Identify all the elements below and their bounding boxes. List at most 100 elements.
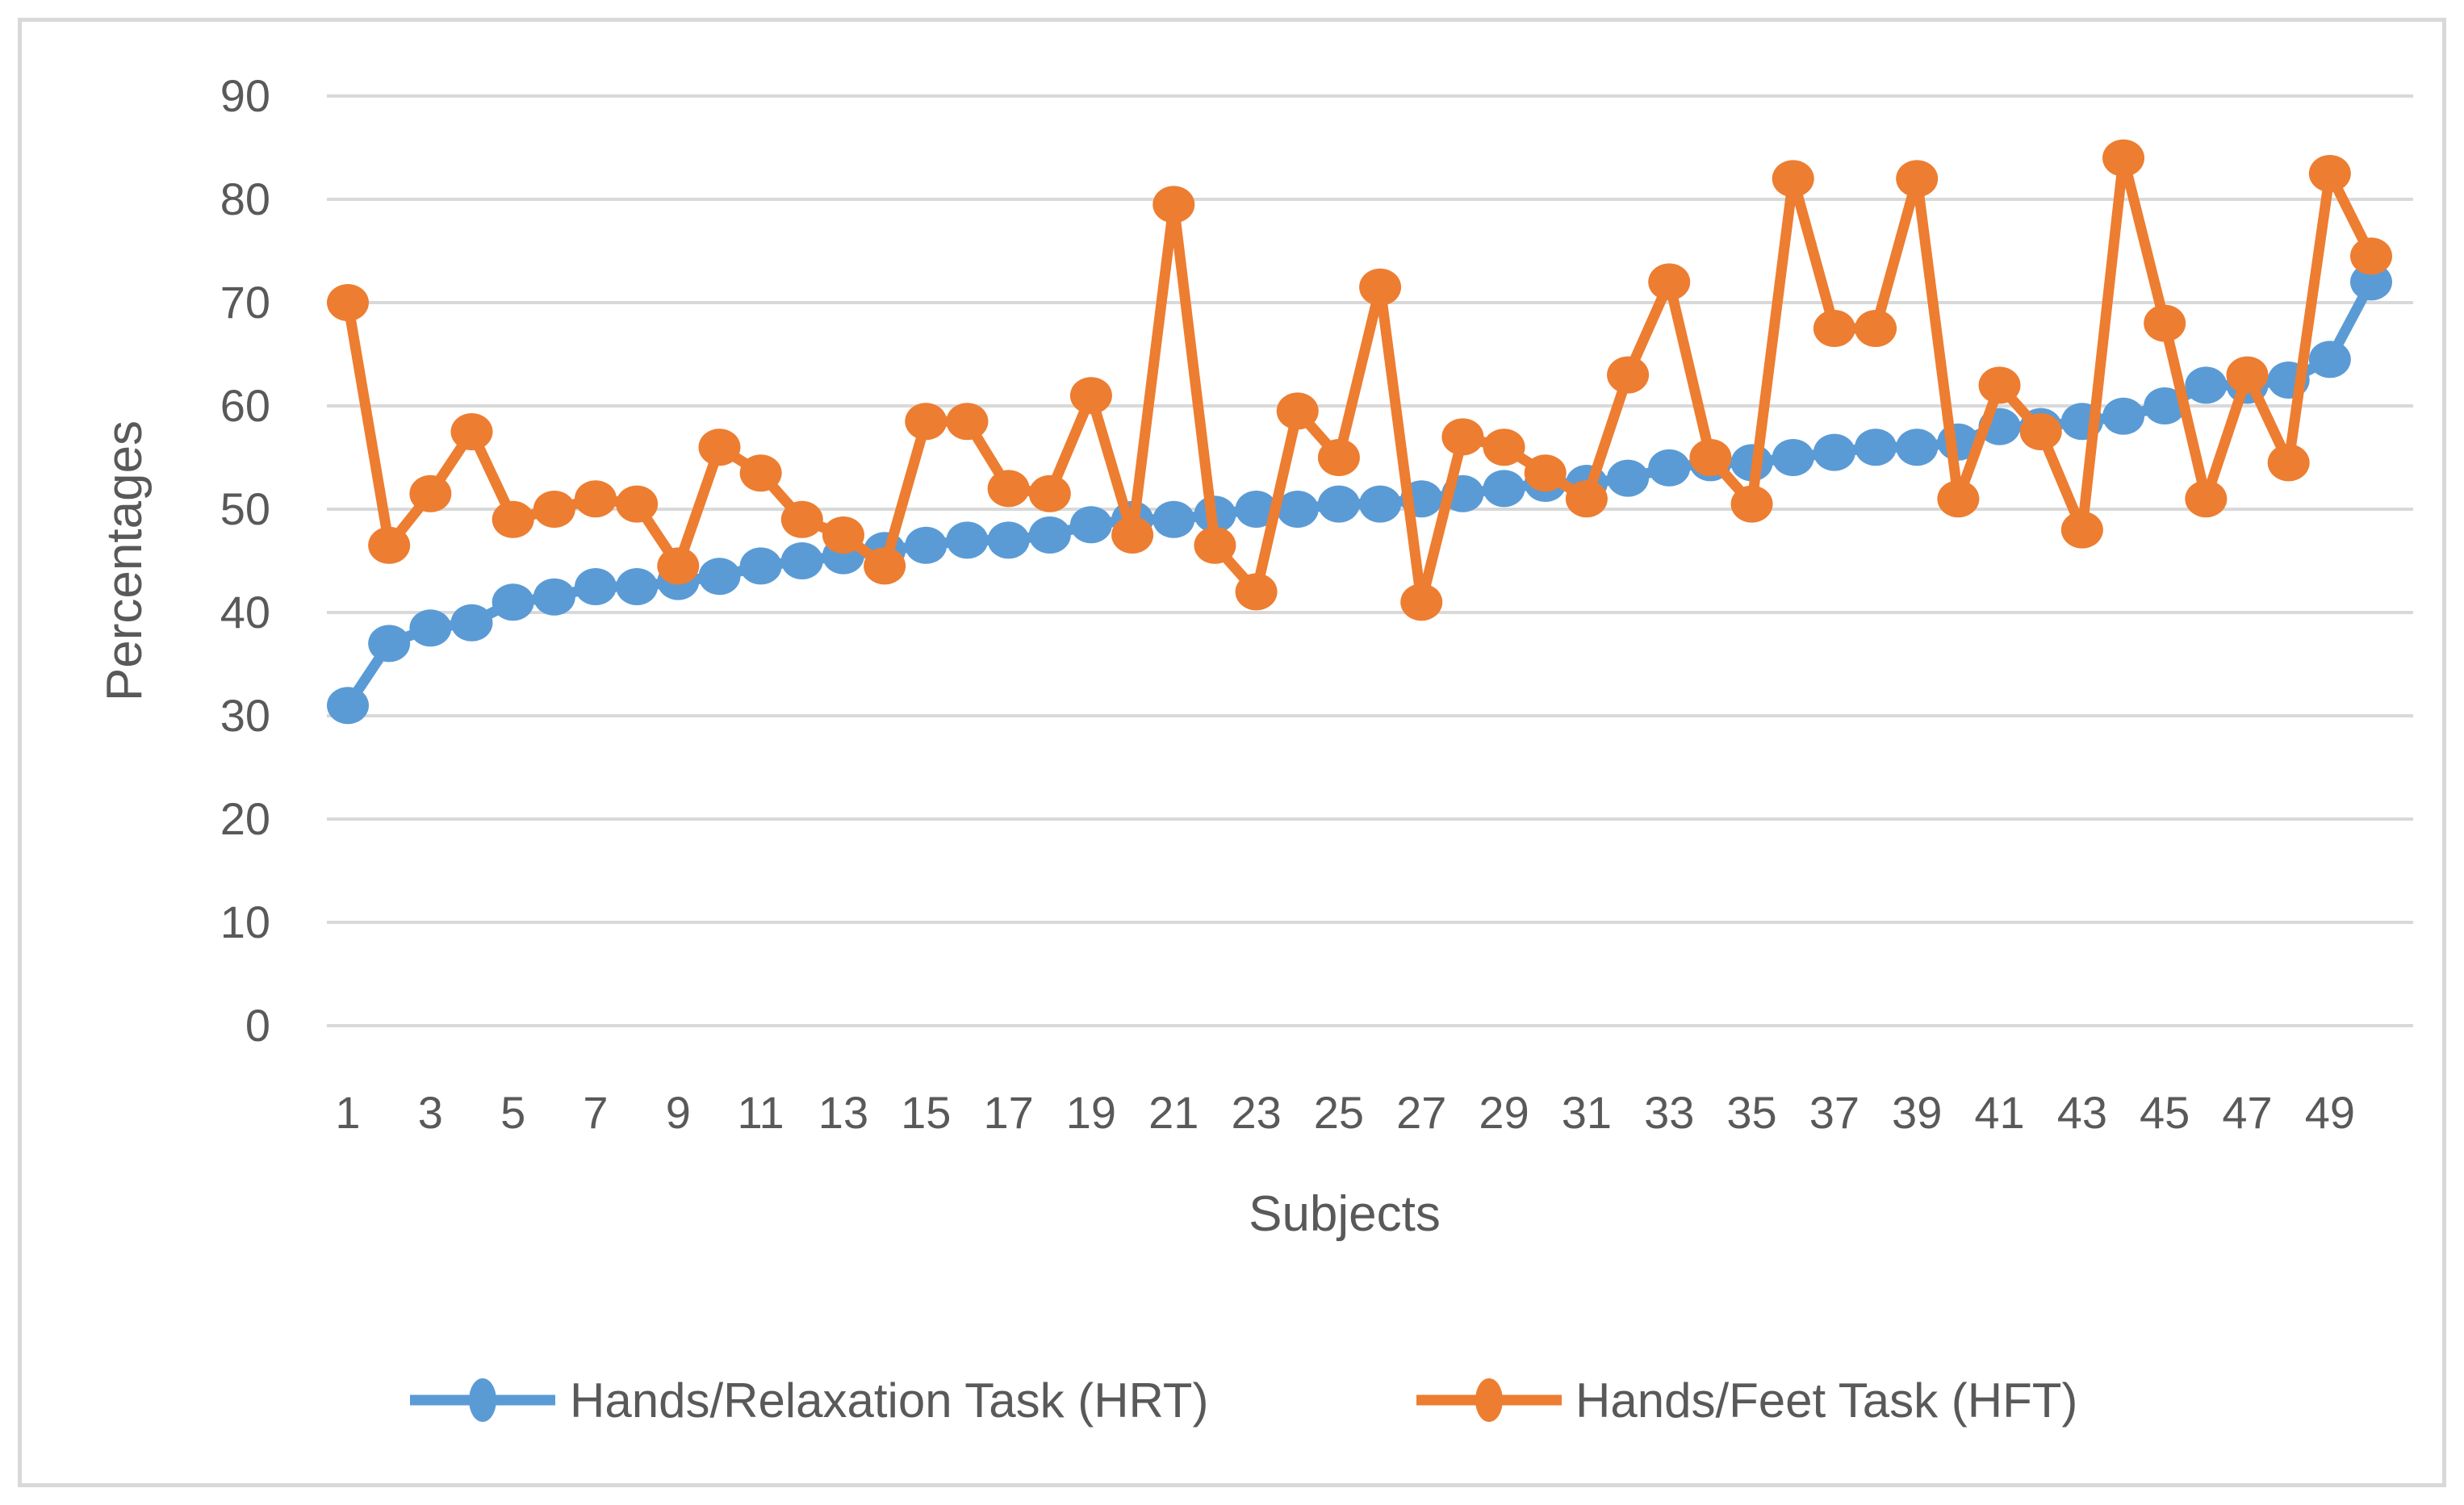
x-tick-label-31: 31 bbox=[1562, 1087, 1612, 1138]
data-point bbox=[533, 491, 575, 528]
x-tick-label-11: 11 bbox=[738, 1087, 784, 1138]
data-point bbox=[1896, 429, 1939, 466]
y-tick-label-70: 70 bbox=[220, 277, 270, 328]
x-tick-label-35: 35 bbox=[1726, 1087, 1776, 1138]
data-point bbox=[905, 403, 948, 441]
data-point bbox=[1937, 480, 1980, 518]
data-point bbox=[1855, 310, 1897, 347]
gridlines bbox=[327, 94, 2413, 1027]
y-tick-label-0: 0 bbox=[245, 1000, 270, 1051]
data-point bbox=[574, 480, 617, 518]
data-point bbox=[1772, 439, 1814, 476]
y-tick-label-40: 40 bbox=[220, 587, 270, 638]
data-point bbox=[698, 429, 741, 466]
data-point bbox=[1153, 500, 1195, 538]
data-point bbox=[2267, 444, 2310, 482]
data-point bbox=[574, 568, 617, 605]
legend-marker-hrt bbox=[469, 1378, 496, 1422]
x-tick-label-3: 3 bbox=[418, 1087, 443, 1138]
data-point bbox=[2185, 480, 2228, 518]
data-point bbox=[533, 578, 575, 616]
x-tick-label-37: 37 bbox=[1809, 1087, 1860, 1138]
data-point bbox=[2144, 304, 2186, 342]
figure-border bbox=[18, 18, 2446, 1487]
data-point bbox=[739, 454, 782, 492]
data-point bbox=[2144, 387, 2186, 424]
x-tick-label-1: 1 bbox=[335, 1087, 360, 1138]
data-point bbox=[1111, 516, 1154, 554]
data-point bbox=[1483, 429, 1525, 466]
x-tick-label-43: 43 bbox=[2057, 1087, 2107, 1138]
x-tick-label-19: 19 bbox=[1066, 1087, 1116, 1138]
data-point bbox=[368, 625, 411, 663]
x-tick-label-21: 21 bbox=[1148, 1087, 1199, 1138]
x-tick-label-13: 13 bbox=[818, 1087, 868, 1138]
data-point bbox=[780, 500, 823, 538]
data-point bbox=[946, 521, 989, 559]
data-point bbox=[1855, 429, 1897, 466]
data-point bbox=[2226, 356, 2269, 394]
x-tick-label-5: 5 bbox=[500, 1087, 525, 1138]
y-axis-tick-labels: 0 10 20 30 40 50 60 70 80 90 bbox=[220, 70, 270, 1051]
data-point bbox=[1483, 470, 1525, 508]
data-point bbox=[2308, 341, 2351, 378]
data-point bbox=[1069, 377, 1112, 415]
data-point bbox=[1153, 186, 1195, 224]
data-point bbox=[1235, 573, 1278, 611]
data-point bbox=[1400, 583, 1443, 621]
data-point bbox=[2102, 139, 2145, 177]
x-axis-title: Subjects bbox=[1249, 1186, 1441, 1242]
legend-item-hrt: Hands/Relaxation Task (HRT) bbox=[410, 1373, 1208, 1428]
data-point bbox=[1648, 263, 1691, 301]
data-point bbox=[1069, 506, 1112, 544]
data-point bbox=[1607, 459, 1650, 497]
x-tick-label-27: 27 bbox=[1396, 1087, 1446, 1138]
data-point bbox=[1896, 160, 1939, 198]
data-point bbox=[1028, 474, 1071, 512]
data-point bbox=[2350, 263, 2392, 301]
data-point bbox=[1689, 439, 1732, 476]
data-point bbox=[492, 583, 534, 621]
y-tick-label-60: 60 bbox=[220, 380, 270, 431]
x-tick-label-49: 49 bbox=[2305, 1087, 2355, 1138]
legend: Hands/Relaxation Task (HRT) Hands/Feet T… bbox=[410, 1373, 2077, 1428]
data-point bbox=[987, 521, 1030, 559]
data-point bbox=[1441, 418, 1484, 456]
data-point bbox=[739, 547, 782, 585]
data-point bbox=[1276, 491, 1319, 528]
data-point bbox=[987, 470, 1030, 508]
legend-label-hrt: Hands/Relaxation Task (HRT) bbox=[570, 1373, 1208, 1428]
data-point bbox=[1813, 433, 1855, 471]
data-point bbox=[1772, 160, 1814, 198]
data-point bbox=[327, 284, 369, 321]
x-tick-label-47: 47 bbox=[2222, 1087, 2272, 1138]
data-point bbox=[492, 500, 534, 538]
data-point bbox=[2185, 366, 2228, 404]
data-point bbox=[905, 526, 948, 564]
data-point bbox=[368, 526, 411, 564]
legend-item-hft: Hands/Feet Task (HFT) bbox=[1416, 1373, 2077, 1428]
data-point bbox=[1359, 485, 1402, 523]
data-point bbox=[1359, 268, 1402, 306]
data-point bbox=[864, 547, 906, 585]
data-point bbox=[1648, 449, 1691, 487]
data-point bbox=[2350, 237, 2392, 275]
y-tick-label-90: 90 bbox=[220, 70, 270, 121]
data-point bbox=[1565, 480, 1608, 518]
data-point bbox=[1028, 516, 1071, 554]
data-point bbox=[2060, 511, 2103, 549]
data-point bbox=[1194, 526, 1236, 564]
data-point bbox=[1978, 366, 2021, 404]
x-tick-label-15: 15 bbox=[901, 1087, 951, 1138]
x-tick-label-41: 41 bbox=[1974, 1087, 2024, 1138]
y-tick-label-10: 10 bbox=[220, 897, 270, 947]
legend-label-hft: Hands/Feet Task (HFT) bbox=[1575, 1373, 2077, 1428]
data-point bbox=[409, 474, 452, 512]
data-point bbox=[1317, 485, 1360, 523]
data-point bbox=[1317, 439, 1360, 476]
data-point bbox=[822, 516, 864, 554]
data-point bbox=[1276, 392, 1319, 430]
x-axis-tick-labels: 1 3 5 7 9 11 13 15 17 19 21 23 25 27 29 31 33 35 37 39 41 43 4… bbox=[335, 1087, 2355, 1138]
data-point bbox=[616, 485, 659, 523]
